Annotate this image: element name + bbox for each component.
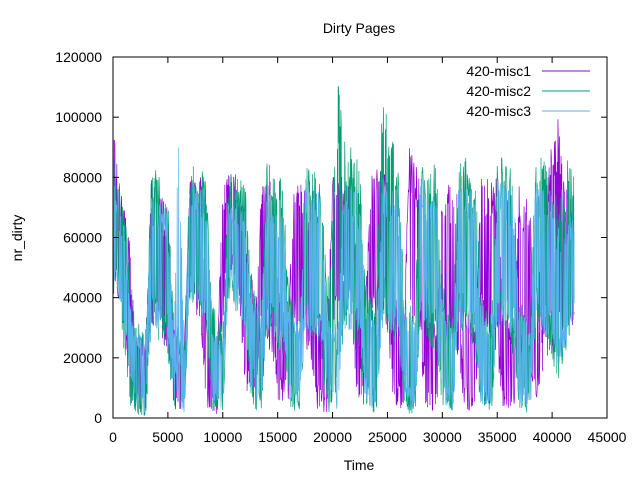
x-tick-label: 10000 bbox=[203, 429, 242, 445]
series-line-420-misc2 bbox=[112, 85, 575, 416]
y-tick-label: 100000 bbox=[55, 109, 102, 125]
series-line-420-misc3 bbox=[112, 147, 575, 413]
y-tick-label: 20000 bbox=[63, 350, 102, 366]
x-tick-label: 20000 bbox=[313, 429, 352, 445]
legend-label: 420-misc1 bbox=[466, 63, 531, 79]
x-axis: 0 5000 10000 15000 20000 25000 30000 35000 40000… bbox=[109, 57, 627, 445]
y-axis: 0 20000 40000 60000 80000 100000 120000 bbox=[55, 49, 607, 426]
x-axis-label: Time bbox=[344, 457, 375, 473]
x-tick-label: 0 bbox=[109, 429, 117, 445]
x-tick-label: 45000 bbox=[588, 429, 627, 445]
y-tick-label: 120000 bbox=[55, 49, 102, 65]
legend-label: 420-misc3 bbox=[466, 103, 531, 119]
legend-label: 420-misc2 bbox=[466, 83, 531, 99]
x-tick-label: 5000 bbox=[152, 429, 183, 445]
x-tick-label: 25000 bbox=[368, 429, 407, 445]
chart-title: Dirty Pages bbox=[323, 20, 395, 36]
x-tick-label: 35000 bbox=[478, 429, 517, 445]
x-tick-label: 30000 bbox=[423, 429, 462, 445]
y-tick-label: 40000 bbox=[63, 290, 102, 306]
y-axis-label: nr_dirty bbox=[9, 215, 25, 262]
y-tick-label: 60000 bbox=[63, 230, 102, 246]
y-tick-label: 0 bbox=[94, 410, 102, 426]
x-tick-label: 40000 bbox=[533, 429, 572, 445]
y-tick-label: 80000 bbox=[63, 169, 102, 185]
plot-area bbox=[112, 85, 575, 416]
legend: 420-misc1 420-misc2 420-misc3 bbox=[466, 63, 590, 119]
x-tick-label: 15000 bbox=[258, 429, 297, 445]
